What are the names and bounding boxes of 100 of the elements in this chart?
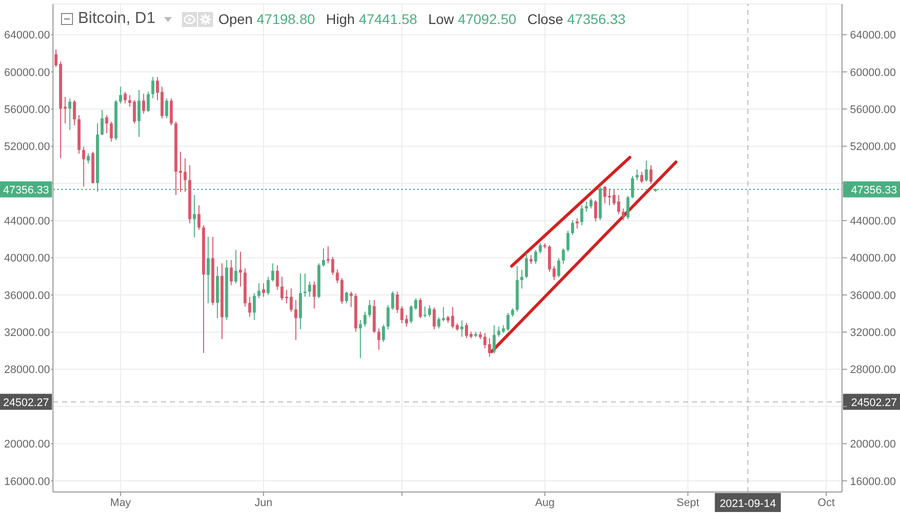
y2-tick-label: 52000.00 bbox=[850, 141, 896, 154]
candlestick bbox=[86, 152, 90, 164]
candlestick bbox=[492, 324, 496, 354]
candlestick bbox=[524, 252, 528, 279]
ref-line-label: 24502.27 bbox=[3, 396, 49, 409]
ref-line-label: 47356.33 bbox=[3, 184, 49, 196]
y-tick-label: 36000.00 bbox=[4, 290, 50, 302]
candlestick bbox=[271, 262, 274, 282]
candlestick bbox=[192, 194, 196, 238]
candlestick bbox=[345, 291, 348, 304]
y-tick-label: 16000.00 bbox=[4, 476, 50, 488]
candlestick bbox=[350, 291, 353, 308]
y2-tick-label: 36000.00 bbox=[850, 290, 896, 302]
candlestick bbox=[382, 324, 385, 342]
candlestick bbox=[230, 260, 233, 286]
x-tick-label: May bbox=[110, 496, 132, 509]
candlestick bbox=[534, 249, 538, 264]
candlestick bbox=[566, 230, 570, 252]
annotation: Close 47356.33 bbox=[527, 11, 626, 27]
candlestick bbox=[124, 91, 127, 104]
y-tick-label: 28000.00 bbox=[4, 364, 50, 376]
candlestick bbox=[460, 320, 464, 338]
x-tick-label: Aug bbox=[535, 496, 555, 509]
candlestick bbox=[132, 100, 136, 124]
candlestick bbox=[197, 204, 200, 230]
candlestick bbox=[557, 258, 560, 278]
candlestick bbox=[257, 282, 260, 299]
candlestick bbox=[649, 164, 652, 184]
candlestick bbox=[234, 249, 238, 284]
candlestick bbox=[119, 86, 122, 104]
ref-line-label: 2021-09-14 bbox=[720, 498, 776, 510]
y2-tick-label: 32000.00 bbox=[850, 327, 896, 340]
text: 47356.33 bbox=[851, 184, 897, 196]
candlestick bbox=[594, 200, 598, 222]
annotation: Low 47092.50 bbox=[428, 11, 516, 27]
annotation: High 47441.58 bbox=[326, 11, 418, 27]
candlestick bbox=[622, 208, 625, 221]
candlestick bbox=[432, 306, 436, 330]
y-tick-label: 56000.00 bbox=[4, 104, 50, 116]
candlestick bbox=[520, 269, 524, 289]
y2-tick-label: 56000.00 bbox=[850, 104, 896, 116]
candlestick bbox=[538, 242, 542, 254]
y-tick-label: 52000.00 bbox=[4, 141, 50, 154]
candlestick bbox=[322, 248, 325, 268]
candlestick bbox=[72, 100, 76, 126]
candlestick bbox=[151, 76, 154, 99]
candlestick bbox=[626, 195, 630, 220]
candlestick bbox=[308, 280, 312, 298]
candlestick bbox=[428, 304, 432, 318]
y-tick-label: 44000.00 bbox=[4, 215, 50, 228]
candlestick bbox=[562, 248, 565, 264]
candlestick bbox=[294, 300, 298, 341]
candlestick bbox=[68, 98, 72, 130]
y-tick-label: 64000.00 bbox=[4, 30, 50, 42]
candlestick bbox=[418, 298, 422, 319]
annotation: Open 47198.80 bbox=[218, 11, 316, 27]
text: 24502.27 bbox=[851, 396, 897, 409]
y2-tick-label: 60000.00 bbox=[850, 66, 896, 79]
y2-tick-label: 28000.00 bbox=[850, 364, 896, 376]
candlestick bbox=[110, 121, 113, 142]
candlestick bbox=[82, 146, 86, 188]
candlestick bbox=[312, 280, 316, 309]
x-tick-label: Jun bbox=[254, 496, 272, 509]
candlestick bbox=[506, 312, 510, 332]
candlestick bbox=[252, 292, 256, 321]
y-tick-label: 32000.00 bbox=[4, 327, 50, 340]
candlestick bbox=[276, 264, 279, 290]
y2-tick-label: 44000.00 bbox=[850, 215, 896, 228]
candlestick bbox=[423, 306, 426, 318]
chart-title: Bitcoin, D1 bbox=[78, 10, 156, 28]
candlestick bbox=[644, 160, 648, 182]
candlestick bbox=[636, 168, 639, 181]
candlestick bbox=[266, 276, 270, 296]
candlestick bbox=[105, 114, 108, 134]
candlestick bbox=[262, 282, 266, 298]
candlestick bbox=[142, 93, 146, 114]
candlestick bbox=[138, 89, 140, 138]
candlestick bbox=[364, 311, 367, 328]
candlestick bbox=[100, 109, 104, 136]
y2-tick-label: 20000.00 bbox=[850, 438, 896, 451]
candlestick bbox=[640, 171, 644, 184]
x-tick-label: Sept bbox=[676, 496, 700, 509]
candlestick bbox=[368, 300, 372, 318]
x-tick-label: Oct bbox=[818, 496, 835, 509]
y-tick-label: 60000.00 bbox=[4, 66, 50, 79]
y2-tick-label: 16000.00 bbox=[850, 476, 896, 488]
y-tick-label: 40000.00 bbox=[4, 252, 50, 265]
y-tick-label: 20000.00 bbox=[4, 438, 50, 451]
candlestick bbox=[165, 98, 168, 119]
candlestick bbox=[238, 251, 242, 288]
candlestick bbox=[576, 218, 579, 229]
candlestick bbox=[377, 328, 380, 350]
candlestick bbox=[170, 98, 173, 126]
candlestick bbox=[590, 198, 593, 209]
candlestick bbox=[580, 204, 584, 226]
candlestick bbox=[206, 236, 210, 304]
candlestick bbox=[146, 91, 150, 112]
candlestick bbox=[358, 320, 362, 359]
candlestick bbox=[571, 220, 574, 236]
y2-tick-label: 40000.00 bbox=[850, 252, 896, 265]
